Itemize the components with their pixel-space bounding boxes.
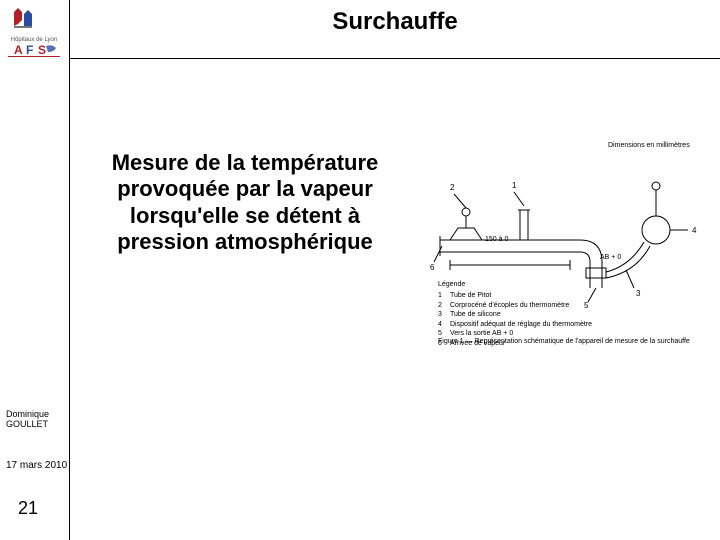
legend-item-num: 4: [438, 320, 450, 329]
slide-title: Surchauffe: [70, 8, 720, 36]
legend-item: 4 Dispositif adéquat de réglage du therm…: [438, 320, 708, 329]
afs-letter-s: S: [38, 43, 46, 57]
hospital-logo-icon: [8, 6, 60, 38]
diagram-dim-ab: AB + 0: [600, 254, 621, 261]
diagram-units-label: Dimensions en millimètres: [608, 142, 690, 149]
legend-title: Légende: [438, 280, 708, 289]
svg-text:6: 6: [430, 263, 435, 272]
legend-item-text: Corprocéné d'écoples du thermomètre: [450, 301, 569, 310]
afs-logo-icon: A F S: [8, 42, 60, 60]
diagram-dim-150: 150 à 0: [485, 236, 508, 243]
title-divider: [70, 58, 720, 59]
afs-letter-f: F: [26, 43, 33, 57]
presentation-date: 17 mars 2010: [6, 460, 67, 471]
svg-text:2: 2: [450, 183, 455, 192]
slide-root: Hôpitaux de Lyon A F S Surchauffe Mesure…: [0, 0, 720, 540]
legend-item-text: Dispositif adéquat de réglage du thermom…: [450, 320, 592, 329]
legend-item: 2 Corprocéné d'écoples du thermomètre: [438, 301, 708, 310]
legend-item-num: 3: [438, 310, 450, 319]
page-number: 21: [18, 498, 38, 519]
legend-item: 1 Tube de Pitot: [438, 291, 708, 300]
legend-item-text: Tube de Pitot: [450, 291, 491, 300]
legend-item-num: 2: [438, 301, 450, 310]
svg-text:4: 4: [692, 226, 697, 235]
author-first: Dominique: [6, 409, 49, 419]
legend-item: 3 Tube de silicone: [438, 310, 708, 319]
hospital-logo: Hôpitaux de Lyon: [8, 6, 60, 43]
author-last: GOULLET: [6, 419, 48, 429]
svg-text:1: 1: [512, 181, 517, 190]
author-name: Dominique GOULLET: [6, 410, 64, 430]
afs-letter-a: A: [14, 43, 23, 57]
diagram-caption: Figure 1 — Représentation schématique de…: [438, 338, 708, 345]
legend-item-num: 1: [438, 291, 450, 300]
afs-logo: A F S: [8, 42, 60, 65]
body-text: Mesure de la température provoquée par l…: [100, 150, 390, 256]
left-rail: Hôpitaux de Lyon A F S: [0, 0, 70, 540]
legend-item-text: Tube de silicone: [450, 310, 501, 319]
